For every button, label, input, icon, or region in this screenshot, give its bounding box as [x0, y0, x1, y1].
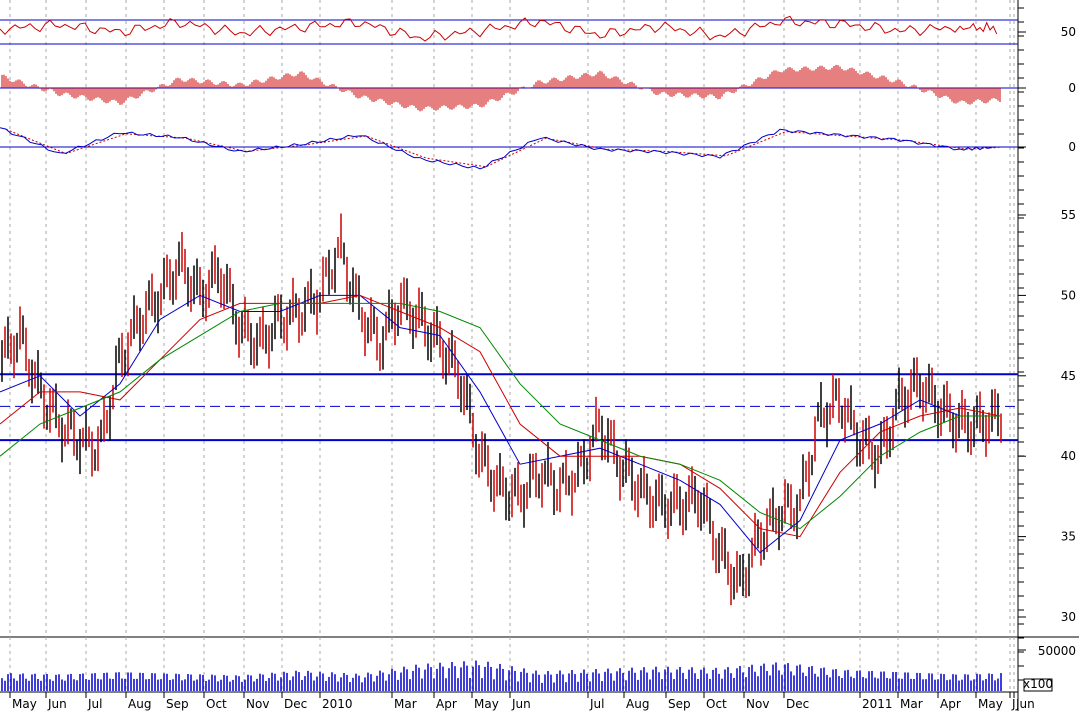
time-tick-label: Mar — [900, 697, 923, 711]
time-tick-label: Sep — [166, 697, 189, 711]
volume-unit-label: x100 — [1023, 677, 1053, 691]
time-tick-label: Aug — [626, 697, 649, 711]
rsi-line — [0, 15, 998, 42]
time-tick-label: J — [1011, 697, 1016, 711]
volume-unit-box — [1023, 678, 1053, 692]
price-tick-label: 50 — [1061, 288, 1076, 302]
time-tick-label: Jul — [87, 697, 102, 711]
time-tick-label: Jun — [1015, 697, 1035, 711]
time-tick-label: Nov — [246, 697, 269, 711]
time-tick-label: Jun — [511, 697, 531, 711]
time-tick-label: May — [12, 697, 37, 711]
time-tick-label: 2010 — [322, 697, 353, 711]
price-tick-label: 55 — [1061, 208, 1076, 222]
time-tick-label: Jul — [589, 697, 604, 711]
macd-signal-line — [5, 128, 1003, 168]
time-tick-label: Oct — [706, 697, 727, 711]
volume-tick-label: 50000 — [1038, 644, 1076, 658]
histogram-tick-label: 0 — [1068, 81, 1076, 95]
price-tick-label: 40 — [1061, 449, 1076, 463]
time-tick-label: Dec — [284, 697, 307, 711]
ma-short-line — [0, 294, 1000, 554]
macd-line — [0, 127, 997, 170]
time-tick-label: Aug — [128, 697, 151, 711]
macd-tick-label: 0 — [1068, 140, 1076, 154]
time-tick-label: Nov — [746, 697, 769, 711]
time-tick-label: 2011 — [862, 697, 893, 711]
time-tick-label: Mar — [394, 697, 417, 711]
price-tick-label: 30 — [1061, 610, 1076, 624]
time-tick-label: Sep — [668, 697, 691, 711]
time-tick-label: May — [474, 697, 499, 711]
time-tick-label: Apr — [436, 697, 457, 711]
time-tick-label: Jun — [47, 697, 67, 711]
rsi-tick-label: 50 — [1061, 25, 1076, 39]
time-tick-label: Dec — [786, 697, 809, 711]
time-tick-label: Oct — [206, 697, 227, 711]
price-tick-label: 45 — [1061, 369, 1076, 383]
ma-long-line — [0, 302, 1000, 530]
ma-mid-line — [0, 294, 1001, 538]
time-tick-label: May — [978, 697, 1003, 711]
time-tick-label: Apr — [940, 697, 961, 711]
price-tick-label: 35 — [1061, 530, 1076, 544]
